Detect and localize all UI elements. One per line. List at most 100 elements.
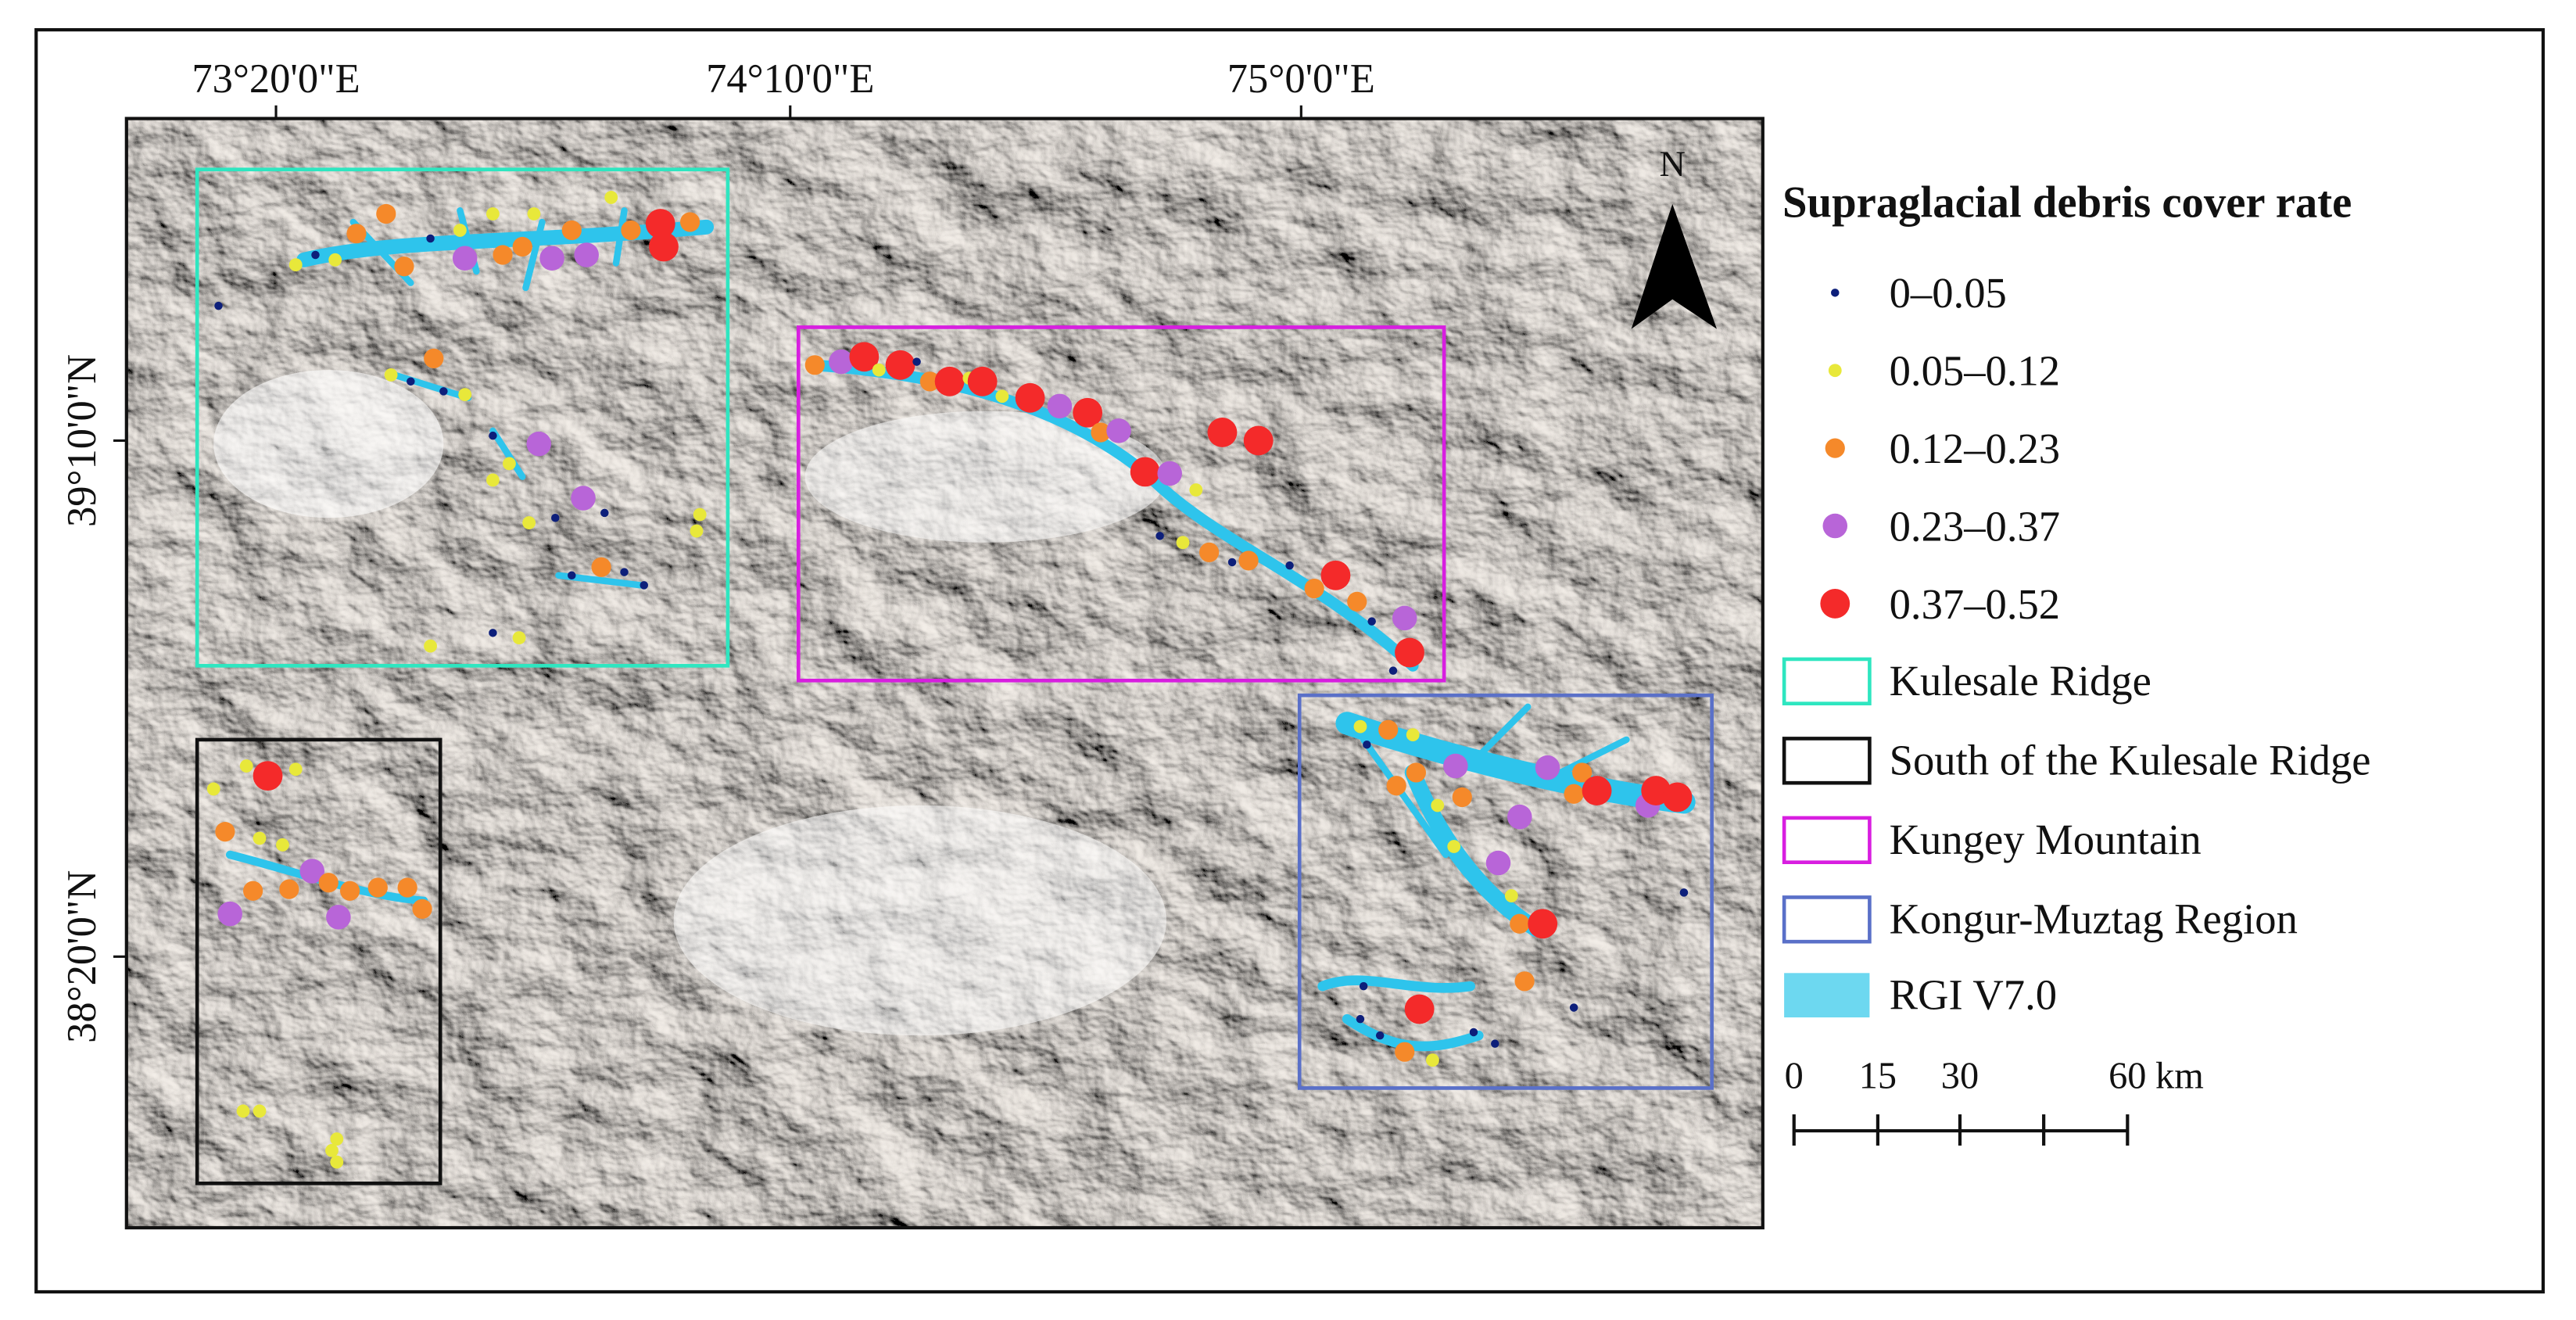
debris-point bbox=[829, 349, 854, 375]
debris-point bbox=[1091, 422, 1111, 443]
debris-point bbox=[640, 581, 649, 590]
legend-label: Kungey Mountain bbox=[1890, 816, 2202, 863]
debris-point bbox=[376, 203, 396, 224]
x-coord-label: 74°10'0"E bbox=[706, 56, 874, 102]
debris-point bbox=[439, 387, 448, 396]
debris-point bbox=[571, 486, 596, 511]
debris-point bbox=[384, 368, 398, 382]
debris-point bbox=[1406, 728, 1420, 742]
debris-point bbox=[412, 899, 432, 919]
scale-label: 60 bbox=[2108, 1055, 2146, 1096]
region-box bbox=[1297, 693, 1714, 1090]
debris-point bbox=[967, 366, 998, 396]
debris-point bbox=[1507, 804, 1532, 830]
y-coord-label: 39°10'0"N bbox=[59, 354, 105, 527]
debris-point bbox=[1015, 382, 1045, 413]
debris-point bbox=[849, 342, 880, 372]
scale-bar: 0 15 30 60 km bbox=[1785, 1055, 2204, 1146]
debris-point bbox=[330, 1132, 344, 1146]
debris-point bbox=[1395, 637, 1424, 668]
debris-point bbox=[645, 209, 675, 239]
debris-point bbox=[1155, 532, 1164, 540]
debris-point bbox=[1285, 561, 1294, 570]
region-box bbox=[195, 737, 442, 1185]
debris-point bbox=[1375, 1031, 1385, 1040]
debris-point bbox=[1569, 1003, 1578, 1012]
debris-point bbox=[330, 1155, 344, 1169]
debris-point bbox=[1189, 483, 1203, 497]
debris-point bbox=[1443, 753, 1468, 779]
debris-point bbox=[486, 207, 500, 221]
debris-point bbox=[1073, 397, 1103, 428]
x-labels: 73°20'0"E 74°10'0"E 75°0'0"E bbox=[192, 56, 1375, 119]
debris-point bbox=[995, 389, 1009, 404]
debris-point bbox=[1176, 536, 1190, 550]
debris-point bbox=[1367, 617, 1376, 626]
debris-point bbox=[1514, 971, 1535, 992]
legend-swatch bbox=[1782, 657, 1872, 705]
debris-point bbox=[690, 524, 704, 538]
debris-point bbox=[1363, 740, 1371, 749]
north-label: N bbox=[1660, 144, 1686, 184]
debris-point bbox=[621, 220, 641, 241]
debris-point bbox=[1572, 762, 1593, 783]
debris-point bbox=[561, 220, 582, 241]
debris-point bbox=[527, 207, 541, 221]
legend-label: Kulesale Ridge bbox=[1890, 657, 2151, 705]
debris-point bbox=[486, 473, 500, 487]
debris-point bbox=[311, 250, 320, 260]
basin bbox=[804, 411, 1166, 543]
debris-point bbox=[1304, 578, 1324, 599]
debris-point bbox=[453, 224, 467, 237]
debris-point bbox=[885, 350, 915, 380]
legend-swatch bbox=[1822, 513, 1848, 539]
debris-point bbox=[1130, 457, 1160, 487]
debris-point bbox=[1404, 994, 1435, 1024]
y-labels: 39°10'0"N 38°20'0"N bbox=[59, 354, 127, 1043]
debris-point bbox=[326, 905, 351, 930]
debris-point bbox=[493, 245, 513, 265]
debris-point bbox=[279, 879, 299, 899]
debris-point bbox=[1528, 909, 1558, 939]
debris-point bbox=[934, 366, 965, 396]
legend-label: 0.12–0.23 bbox=[1890, 425, 2061, 472]
debris-point bbox=[489, 431, 497, 440]
debris-point bbox=[600, 508, 609, 518]
scale-unit: km bbox=[2155, 1055, 2204, 1096]
debris-point bbox=[1386, 776, 1406, 796]
debris-point bbox=[299, 859, 325, 884]
debris-point bbox=[1243, 425, 1274, 456]
legend-swatch bbox=[1831, 289, 1840, 297]
debris-point bbox=[512, 236, 532, 257]
debris-point bbox=[1447, 840, 1461, 853]
debris-point bbox=[1392, 605, 1417, 631]
scale-label: 30 bbox=[1941, 1055, 1979, 1096]
debris-point bbox=[1227, 558, 1237, 567]
debris-point bbox=[253, 831, 267, 845]
debris-point bbox=[526, 431, 552, 457]
legend-label: South of the Kulesale Ridge bbox=[1890, 737, 2371, 784]
debris-point bbox=[1491, 1039, 1499, 1048]
debris-point bbox=[424, 348, 444, 369]
debris-point bbox=[1359, 981, 1368, 991]
debris-point bbox=[1388, 666, 1398, 675]
debris-point bbox=[1431, 798, 1445, 812]
debris-point bbox=[325, 1143, 339, 1157]
debris-point bbox=[1485, 850, 1511, 876]
debris-point bbox=[339, 881, 360, 901]
x-coord-label: 73°20'0"E bbox=[192, 56, 360, 102]
debris-point bbox=[679, 212, 700, 232]
legend-label: 0–0.05 bbox=[1890, 269, 2007, 317]
debris-point bbox=[215, 821, 235, 842]
debris-point bbox=[1207, 418, 1238, 447]
outer-border bbox=[34, 28, 2546, 1294]
legend: 0–0.05 0.05–0.12 0.12–0.23 0.23–0.37 0.37–0.… bbox=[1782, 269, 2371, 1019]
debris-point bbox=[1238, 551, 1259, 571]
debris-point bbox=[367, 877, 388, 898]
debris-point bbox=[804, 355, 825, 375]
debris-point bbox=[620, 568, 629, 576]
debris-point bbox=[394, 256, 414, 277]
debris-point bbox=[426, 234, 435, 243]
debris-point bbox=[1564, 784, 1584, 804]
debris-point bbox=[239, 759, 253, 773]
